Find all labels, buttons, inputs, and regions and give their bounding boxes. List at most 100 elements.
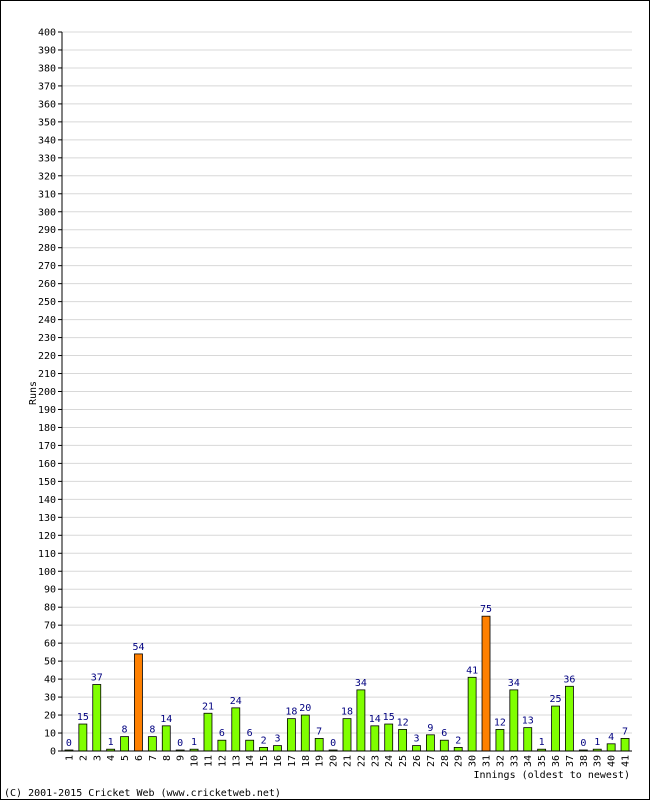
y-tick-label: 230 xyxy=(38,333,56,344)
data-label: 20 xyxy=(299,703,311,714)
x-tick-label: 30 xyxy=(468,755,479,767)
data-label: 1 xyxy=(191,737,197,748)
bar xyxy=(384,723,394,752)
bar xyxy=(356,689,366,752)
data-label: 15 xyxy=(383,712,395,723)
y-tick-label: 30 xyxy=(44,693,56,704)
x-tick-label: 1 xyxy=(64,755,75,761)
x-tick-label: 6 xyxy=(134,755,145,761)
x-tick-label: 15 xyxy=(259,755,270,767)
x-tick-label: 41 xyxy=(621,755,632,767)
y-tick-label: 120 xyxy=(38,531,56,542)
bar xyxy=(314,738,324,752)
data-label: 21 xyxy=(202,701,214,712)
bar xyxy=(161,725,171,752)
y-tick-label: 150 xyxy=(38,477,56,488)
x-tick-label: 33 xyxy=(509,755,520,767)
bar xyxy=(481,615,491,752)
x-tick-label: 3 xyxy=(92,755,103,761)
y-tick-label: 10 xyxy=(44,729,56,740)
x-tick-label: 29 xyxy=(454,755,465,767)
x-tick-label: 4 xyxy=(106,755,117,761)
x-tick-label: 22 xyxy=(356,755,367,767)
x-tick-label: 11 xyxy=(203,755,214,767)
data-label: 75 xyxy=(480,604,492,615)
x-tick-label: 40 xyxy=(607,755,618,767)
data-label: 14 xyxy=(369,714,381,725)
data-label: 6 xyxy=(441,728,447,739)
y-tick-label: 130 xyxy=(38,513,56,524)
bar xyxy=(370,725,380,752)
y-tick-label: 370 xyxy=(38,81,56,92)
x-axis-title: Innings (oldest to newest) xyxy=(473,770,630,781)
data-label: 9 xyxy=(427,723,433,734)
data-label: 37 xyxy=(91,672,103,683)
y-tick-label: 220 xyxy=(38,351,56,362)
y-tick-label: 80 xyxy=(44,603,56,614)
y-tick-label: 0 xyxy=(50,747,56,758)
x-tick-label: 16 xyxy=(273,755,284,767)
data-label: 36 xyxy=(563,674,575,685)
y-tick-label: 100 xyxy=(38,567,56,578)
data-label: 25 xyxy=(550,694,562,705)
data-label: 24 xyxy=(230,696,242,707)
y-tick-label: 250 xyxy=(38,297,56,308)
data-label: 34 xyxy=(508,678,520,689)
data-label: 12 xyxy=(397,717,409,728)
x-tick-label: 35 xyxy=(537,755,548,767)
x-tick-label: 13 xyxy=(231,755,242,767)
data-label: 12 xyxy=(494,717,506,728)
x-tick-label: 8 xyxy=(162,755,173,761)
x-tick-label: 38 xyxy=(579,755,590,767)
y-tick-label: 320 xyxy=(38,171,56,182)
axes xyxy=(61,32,632,752)
data-label: 34 xyxy=(355,678,367,689)
x-tick-label: 27 xyxy=(426,755,437,767)
bar xyxy=(217,739,227,752)
bar xyxy=(453,747,463,752)
x-tick-label: 2 xyxy=(78,755,89,761)
data-label: 1 xyxy=(594,737,600,748)
bar xyxy=(92,684,102,752)
x-tick-label: 9 xyxy=(176,755,187,761)
x-tick-label: 5 xyxy=(120,755,131,761)
y-tick-label: 40 xyxy=(44,675,56,686)
y-tick-label: 70 xyxy=(44,621,56,632)
y-tick-label: 20 xyxy=(44,711,56,722)
y-tick-label: 260 xyxy=(38,279,56,290)
bar xyxy=(300,714,310,752)
bar xyxy=(134,653,143,752)
bar xyxy=(398,729,408,752)
data-label: 54 xyxy=(132,642,144,653)
bar xyxy=(286,718,296,752)
y-tick-label: 380 xyxy=(38,63,56,74)
y-tick-label: 360 xyxy=(38,99,56,110)
x-tick-label: 18 xyxy=(301,755,312,767)
x-tick-label: 34 xyxy=(523,755,534,767)
x-tick-label: 25 xyxy=(398,755,409,767)
y-tick-label: 340 xyxy=(38,135,56,146)
bar xyxy=(259,747,268,752)
bar xyxy=(203,712,213,752)
y-tick-label: 290 xyxy=(38,225,56,236)
data-label: 6 xyxy=(247,728,253,739)
y-tick-label: 190 xyxy=(38,405,56,416)
x-axis-ticks: 1 2 3 4 5 6 7 8 9 10 11 12 13 14 15 16 17 18 19 20 21 22 23 24 2… xyxy=(64,755,631,767)
bar xyxy=(426,734,435,752)
x-tick-label: 23 xyxy=(370,755,381,767)
y-tick-label: 90 xyxy=(44,585,56,596)
x-tick-label: 36 xyxy=(551,755,562,767)
y-tick-label: 180 xyxy=(38,423,56,434)
bar xyxy=(412,745,421,752)
x-tick-label: 7 xyxy=(148,755,159,761)
data-label: 1 xyxy=(539,737,545,748)
y-tick-label: 330 xyxy=(38,153,56,164)
x-tick-label: 14 xyxy=(245,755,256,767)
data-label: 8 xyxy=(122,725,128,736)
grid-lines xyxy=(62,31,632,734)
y-tick-label: 270 xyxy=(38,261,56,272)
y-tick-label: 280 xyxy=(38,243,56,254)
y-tick-label: 350 xyxy=(38,117,56,128)
data-label: 6 xyxy=(219,728,225,739)
